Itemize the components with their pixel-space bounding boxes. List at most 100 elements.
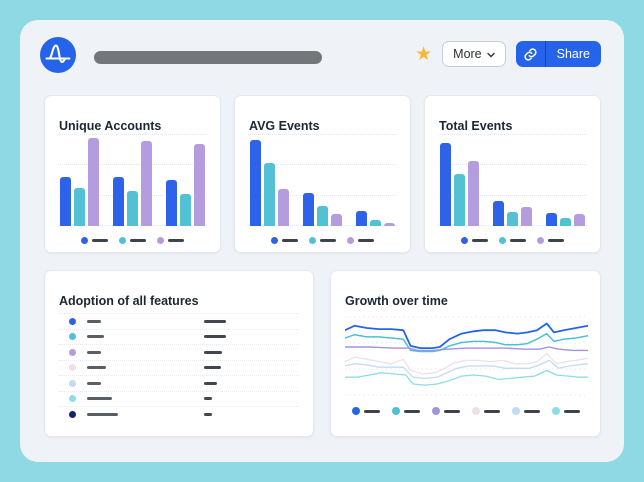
legend-label-placeholder (403, 409, 420, 413)
line-series (345, 359, 588, 380)
card-title: Adoption of all features (59, 294, 199, 309)
legend-item (391, 407, 420, 415)
legend-label-placeholder (358, 239, 374, 242)
chart-legend (425, 237, 600, 244)
bar (74, 188, 85, 226)
legend-label-placeholder (363, 409, 380, 413)
feature-value-placeholder (204, 319, 226, 323)
line-series (345, 346, 588, 352)
feature-dot-icon (69, 379, 76, 387)
bar (194, 144, 205, 226)
legend-item (309, 237, 336, 244)
feature-dot-icon (69, 364, 76, 372)
legend-label-placeholder (563, 409, 580, 413)
more-button-label: More (453, 47, 482, 61)
bar (166, 180, 177, 226)
header-controls: ★ More Share (415, 41, 601, 67)
bar (384, 223, 395, 226)
legend-label-placeholder (510, 239, 526, 242)
legend-dot-icon (271, 237, 278, 244)
legend-dot-icon (551, 407, 560, 415)
feature-label-placeholder (87, 412, 118, 416)
bar-group (356, 134, 395, 226)
card-avg-events: AVG Events (234, 95, 411, 253)
feature-dot-icon (69, 317, 76, 325)
bar (141, 141, 152, 226)
line-series (345, 353, 588, 375)
legend-label-placeholder (92, 239, 108, 242)
bar-group (250, 134, 289, 226)
legend-dot-icon (81, 237, 88, 244)
bar-group (546, 134, 585, 226)
feature-row (59, 406, 299, 422)
bar-group (493, 134, 532, 226)
bar (278, 189, 289, 226)
bar (250, 140, 261, 226)
share-button[interactable]: Share (515, 41, 601, 67)
card-title: Total Events (439, 119, 513, 134)
bar (468, 160, 479, 226)
legend-item (499, 237, 526, 244)
bar (180, 193, 191, 226)
feature-value-placeholder (204, 350, 222, 354)
bar (331, 214, 342, 226)
card-title: Unique Accounts (59, 119, 162, 134)
dashboard-window: ★ More Share Unique Accounts (20, 20, 624, 462)
bar-group (113, 134, 152, 226)
legend-item (511, 407, 540, 415)
legend-dot-icon (537, 237, 544, 244)
feature-row (59, 359, 299, 376)
feature-label-placeholder (87, 319, 101, 323)
legend-dot-icon (157, 237, 164, 244)
card-unique-accounts: Unique Accounts (44, 95, 221, 253)
bar (127, 191, 138, 226)
feature-row (59, 390, 299, 407)
bar (113, 177, 124, 226)
card-adoption-of-all-features: Adoption of all features (44, 270, 314, 437)
feature-value-placeholder (204, 397, 212, 401)
line-chart (345, 316, 588, 396)
legend-item (157, 237, 184, 244)
feature-row (59, 375, 299, 391)
legend-item (351, 407, 380, 415)
bar (88, 137, 99, 226)
legend-dot-icon (471, 407, 480, 415)
feature-value-placeholder (204, 335, 226, 339)
feature-label-placeholder (87, 335, 104, 339)
bar (303, 192, 314, 226)
more-button[interactable]: More (442, 41, 506, 67)
favorite-star-icon[interactable]: ★ (415, 43, 433, 65)
bar (60, 177, 71, 226)
legend-dot-icon (351, 407, 360, 415)
bar-chart (438, 134, 587, 226)
feature-row (59, 344, 299, 360)
legend-dot-icon (431, 407, 440, 415)
feature-dot-icon (69, 348, 76, 356)
bar (574, 214, 585, 226)
card-title: Growth over time (345, 294, 448, 309)
feature-row (59, 328, 299, 345)
bar-chart (248, 134, 397, 226)
bar (507, 212, 518, 226)
legend-label-placeholder (472, 239, 488, 242)
legend-label-placeholder (443, 409, 460, 413)
line-series (345, 332, 588, 353)
feature-dot-icon (69, 333, 76, 341)
feature-value-placeholder (204, 366, 221, 370)
share-button-divider (544, 41, 546, 67)
feature-label-placeholder (87, 350, 101, 354)
feature-label-placeholder (87, 397, 112, 401)
feature-dot-icon (69, 410, 76, 418)
feature-row (59, 313, 299, 329)
legend-dot-icon (499, 237, 506, 244)
bar (454, 173, 465, 226)
bar (560, 217, 571, 226)
bar (493, 201, 504, 226)
legend-label-placeholder (523, 409, 540, 413)
legend-item (461, 237, 488, 244)
legend-item (81, 237, 108, 244)
legend-label-placeholder (168, 239, 184, 242)
chart-legend (235, 237, 410, 244)
line-series (345, 322, 588, 349)
